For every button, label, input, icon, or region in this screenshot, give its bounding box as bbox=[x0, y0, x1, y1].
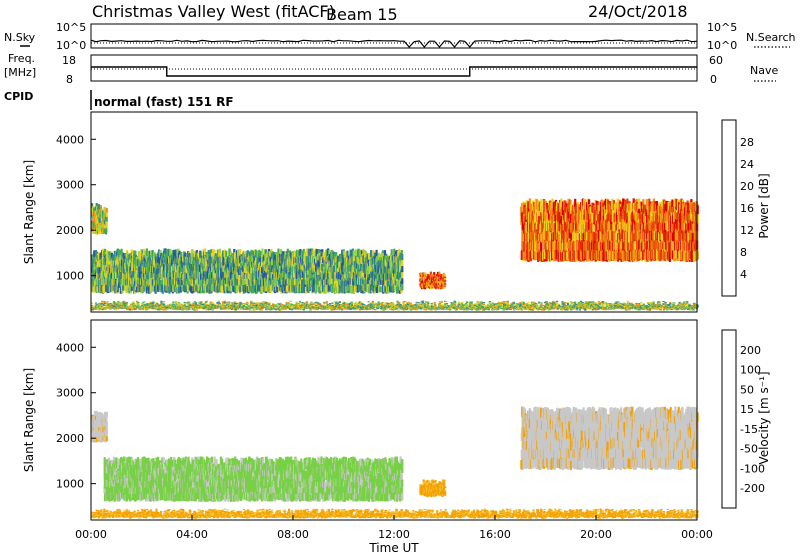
freq-series-line bbox=[91, 67, 697, 76]
power-data-cell bbox=[444, 285, 446, 287]
nave-right-tick-top: 60 bbox=[709, 54, 723, 67]
power-data-cell bbox=[379, 286, 381, 292]
station-title: Christmas Valley West (fitACF) bbox=[92, 2, 335, 21]
power-data-cell bbox=[225, 251, 227, 258]
freq-left-tick-top: 18 bbox=[62, 54, 76, 67]
cpid-label: CPID bbox=[4, 90, 33, 103]
power-data-cell bbox=[401, 278, 403, 284]
power-data-cell bbox=[433, 272, 435, 274]
noise-right-tick-bottom: 10^0 bbox=[707, 39, 737, 52]
freq-label-line2: [MHz] bbox=[4, 66, 36, 79]
power-data-cell bbox=[401, 254, 403, 260]
nave-label: Nave bbox=[750, 64, 778, 77]
power-data-cell bbox=[401, 266, 403, 272]
date-title: 24/Oct/2018 bbox=[588, 2, 688, 21]
power-data-cell bbox=[308, 249, 310, 256]
power-data-cell bbox=[401, 284, 403, 290]
freq-left-tick-bottom: 8 bbox=[66, 73, 73, 86]
power-data-cell bbox=[401, 272, 403, 278]
power-data-cell bbox=[444, 277, 446, 279]
beam-title: Beam 15 bbox=[326, 5, 398, 24]
power-data-cell bbox=[106, 208, 108, 213]
power-data-cell bbox=[261, 249, 263, 256]
power-data-cell bbox=[106, 213, 108, 218]
power-data-cell bbox=[106, 217, 108, 222]
freq-panel-frame bbox=[91, 55, 697, 81]
power-data-cell bbox=[444, 280, 446, 282]
noise-right-tick-top: 10^5 bbox=[707, 21, 737, 34]
power-data-cell bbox=[438, 272, 440, 275]
power-data-cell bbox=[431, 276, 433, 279]
cpid-panel: CPID normal (fast) 151 RF bbox=[4, 90, 234, 110]
freq-label-line1: Freq. bbox=[8, 52, 35, 65]
noise-left-tick-bottom: 10^0 bbox=[56, 39, 86, 52]
power-data-cell bbox=[401, 260, 403, 266]
power-data-cell bbox=[146, 248, 148, 256]
power-data-cell bbox=[444, 274, 446, 276]
nsearch-label: N.Search bbox=[746, 31, 796, 44]
frequency-panel: Freq. [MHz] 18 8 60 0 Nave bbox=[4, 52, 778, 86]
power-data-cell bbox=[437, 287, 439, 289]
power-data-cell bbox=[106, 222, 108, 227]
power-data-cell bbox=[306, 249, 308, 257]
noise-left-tick-top: 10^5 bbox=[56, 21, 86, 34]
nsky-label: N.Sky bbox=[4, 31, 36, 44]
power-data-cell bbox=[105, 229, 107, 233]
power-data-cell bbox=[444, 283, 446, 285]
power-data-cell bbox=[94, 211, 96, 215]
power-data-cell bbox=[440, 274, 442, 277]
power-data-layer bbox=[91, 198, 699, 310]
cpid-mode-text: normal (fast) 151 RF bbox=[94, 95, 234, 109]
nsky-series-line bbox=[91, 40, 697, 47]
noise-panel: N.Sky 10^5 10^0 10^5 10^0 N.Search bbox=[4, 21, 796, 52]
noise-panel-frame bbox=[91, 24, 697, 48]
power-data-cell bbox=[444, 278, 446, 280]
power-data-cell bbox=[431, 274, 433, 277]
power-data-cell bbox=[126, 286, 128, 293]
nave-right-tick-bottom: 0 bbox=[710, 73, 717, 86]
power-data-cell bbox=[540, 242, 542, 252]
